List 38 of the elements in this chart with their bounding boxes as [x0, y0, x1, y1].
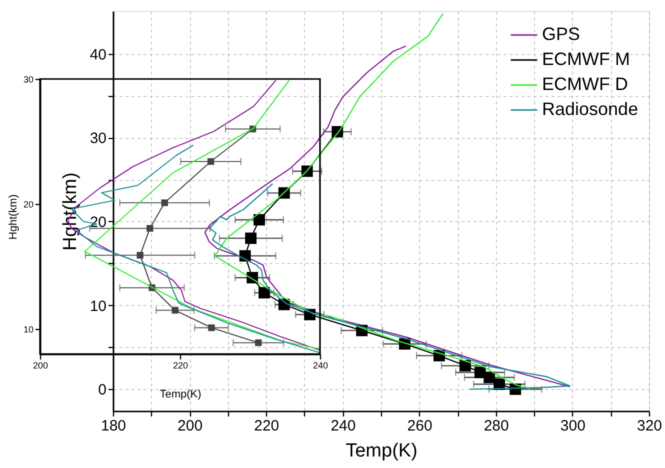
point	[460, 360, 471, 372]
x-tick-label: 320	[636, 418, 662, 434]
legend-label: ECMWF D	[542, 74, 628, 94]
x-axis-title: Temp(K)	[346, 440, 418, 462]
x-tick-label: 240	[312, 360, 328, 370]
x-axis-title: Temp(K)	[160, 388, 202, 400]
x-tick-label: 240	[330, 418, 356, 434]
legend-label: Radiosonde	[542, 99, 638, 119]
y-tick-label: 0	[98, 382, 106, 399]
legend-label: GPS	[542, 24, 580, 44]
point	[146, 225, 154, 232]
y-tick-label: 20	[90, 214, 106, 231]
point	[161, 199, 168, 206]
point	[254, 214, 265, 226]
point	[207, 158, 214, 165]
y-axis-title: Hght(km)	[60, 172, 81, 251]
x-tick-label: 300	[560, 418, 586, 434]
y-tick-label: 20	[23, 200, 34, 210]
y-tick-label: 30	[90, 130, 106, 148]
x-tick-label: 180	[100, 418, 126, 434]
point	[258, 287, 270, 298]
point	[245, 232, 257, 244]
y-tick-label: 10	[90, 298, 106, 315]
x-tick-label: 220	[172, 360, 188, 370]
point	[255, 339, 262, 346]
x-tick-label: 200	[178, 418, 203, 434]
point	[208, 324, 215, 332]
y-tick-label: 40	[90, 46, 106, 64]
x-tick-label: 280	[484, 418, 509, 434]
y-tick-label: 30	[23, 74, 34, 84]
x-tick-label: 260	[407, 418, 432, 434]
x-tick-label: 200	[32, 360, 48, 370]
y-tick-label: 10	[23, 324, 34, 334]
x-tick-label: 220	[254, 418, 280, 434]
legend-label: ECMWF M	[542, 49, 630, 69]
y-axis-title: Hght(km)	[7, 194, 20, 240]
point	[172, 306, 178, 314]
point	[136, 252, 144, 259]
